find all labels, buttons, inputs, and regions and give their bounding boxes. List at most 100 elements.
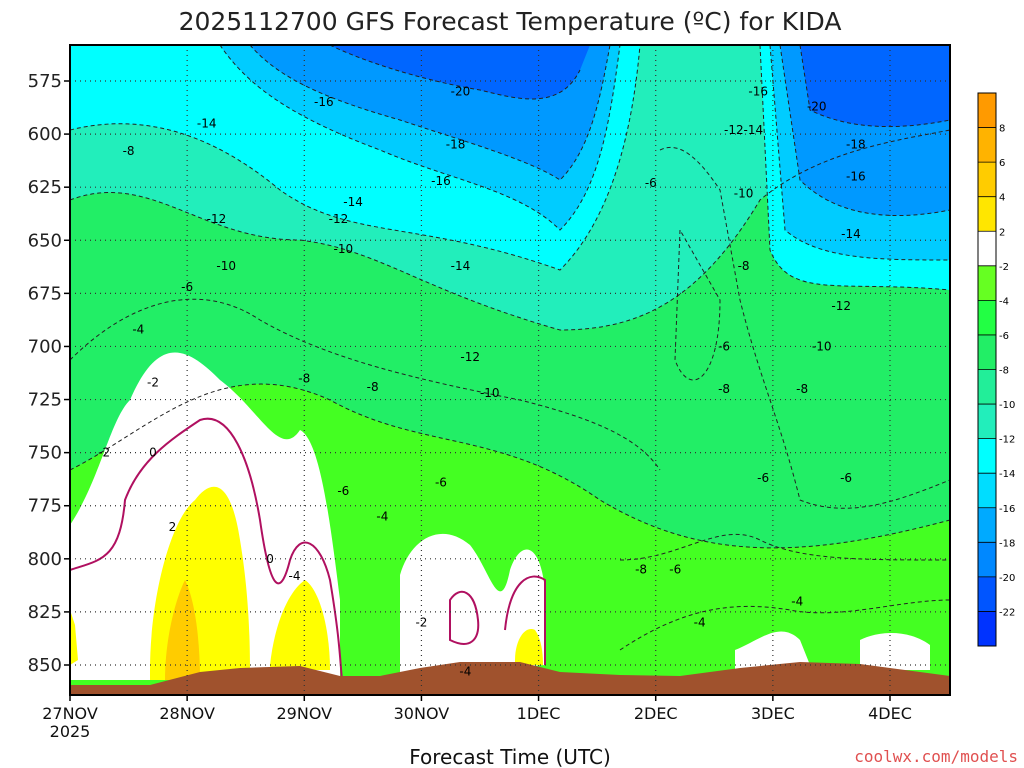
colorbar-tick-label: -16 bbox=[999, 504, 1015, 515]
core-yellow-4 bbox=[70, 610, 78, 665]
contour-label: 0 bbox=[149, 446, 157, 460]
contour-label: -18 bbox=[446, 138, 466, 152]
contour-label: -18 bbox=[846, 138, 866, 152]
chart-title: 2025112700 GFS Forecast Temperature (ºC)… bbox=[179, 7, 842, 36]
dashed-contours bbox=[70, 45, 950, 651]
contour-label: -20 bbox=[451, 85, 471, 99]
terrain bbox=[70, 662, 950, 695]
plot-frame bbox=[69, 44, 951, 696]
y-tick-label: 625 bbox=[28, 177, 62, 198]
contour-label: -14 bbox=[343, 195, 363, 209]
contour-label: -4 bbox=[694, 616, 706, 630]
band-right-darkblue bbox=[800, 45, 950, 127]
plot-area bbox=[70, 45, 950, 695]
contour-label: -14 bbox=[841, 227, 861, 241]
y-tick-label: 750 bbox=[28, 443, 62, 464]
x-tick-label: 1DEC bbox=[517, 704, 561, 723]
area-white-right bbox=[735, 631, 930, 670]
contour-label: -14 bbox=[451, 259, 471, 273]
grid bbox=[69, 45, 950, 695]
contour-label: -10 bbox=[334, 242, 354, 256]
contour-label: -6 bbox=[435, 475, 447, 489]
contour-label: -10 bbox=[734, 187, 754, 201]
contour-label: -4 bbox=[376, 509, 388, 523]
core-yellow-2 bbox=[270, 580, 330, 670]
contour-label: -6 bbox=[337, 484, 349, 498]
contour-label: -4 bbox=[132, 322, 144, 336]
contour-label: -12 bbox=[724, 123, 744, 137]
colorbar-swatch bbox=[978, 473, 996, 508]
x-tick-label: 3DEC bbox=[751, 704, 795, 723]
colorbar-swatch bbox=[978, 369, 996, 405]
colorbar-tick-label: -6 bbox=[999, 331, 1009, 342]
contour-zero bbox=[70, 417, 343, 681]
contour-label: -16 bbox=[314, 95, 334, 109]
x-axis-label: Forecast Time (UTC) bbox=[409, 745, 611, 768]
y-tick-label: 775 bbox=[28, 496, 62, 517]
x-axis-ticks: 27NOV 28NOV 29NOV 30NOV 1DEC 2DEC 3DEC 4DEC bbox=[42, 695, 912, 723]
y-tick-label: 575 bbox=[28, 71, 62, 92]
x-tick-label: 2DEC bbox=[634, 704, 678, 723]
area-white-mid bbox=[400, 533, 545, 675]
colorbar-tick-label: -2 bbox=[999, 262, 1009, 273]
contour-label: 2 bbox=[169, 520, 177, 534]
colorbar-swatch bbox=[978, 611, 996, 646]
y-tick-label: 825 bbox=[28, 602, 62, 623]
contour-label: -6 bbox=[757, 471, 769, 485]
contour-label: -6 bbox=[669, 562, 681, 576]
colorbar-swatch bbox=[978, 507, 996, 543]
colorbar-swatch bbox=[978, 542, 996, 577]
contour-label: -8 bbox=[367, 380, 379, 394]
credit-text: coolwx.com/models bbox=[854, 747, 1018, 766]
contour-label: -8 bbox=[796, 382, 808, 396]
contour-label: -6 bbox=[645, 176, 657, 190]
contour-zero-mid bbox=[449, 575, 546, 665]
contour-label: -4 bbox=[289, 569, 301, 583]
contour-label: -6 bbox=[840, 471, 852, 485]
colorbar-tick-label: -14 bbox=[999, 469, 1015, 480]
colorbar-swatch bbox=[978, 162, 996, 197]
colorbar-swatch bbox=[978, 404, 996, 439]
contour-label: -20 bbox=[807, 99, 827, 113]
contour-label: -8 bbox=[738, 259, 750, 273]
colorbar-swatch bbox=[978, 196, 996, 232]
contour-label: -14 bbox=[744, 123, 764, 137]
contour-label: -12 bbox=[329, 212, 349, 226]
colorbar: 8 6 4 2 -2 -4 -6 -8 -10 -12 -14 -16 -18 -20 -22 bbox=[977, 92, 1015, 647]
contour-label: -8 bbox=[298, 371, 310, 385]
contour-label: -14 bbox=[197, 116, 217, 130]
y-tick-label: 800 bbox=[28, 549, 62, 570]
contour-label: -12 bbox=[831, 299, 851, 313]
colorbar-tick-label: -20 bbox=[999, 573, 1015, 584]
colorbar-tick-label: 6 bbox=[999, 158, 1005, 169]
contour-label: -8 bbox=[718, 382, 730, 396]
contour-label: -6 bbox=[718, 339, 730, 353]
core-orange-1 bbox=[165, 580, 200, 680]
contour-label: -16 bbox=[846, 170, 866, 184]
colorbar-tick-label: 2 bbox=[999, 227, 1005, 238]
colorbar-tick-label: 4 bbox=[999, 193, 1005, 204]
colorbar-tick-label: -4 bbox=[999, 296, 1009, 307]
contour-label: -12 bbox=[460, 350, 480, 364]
colorbar-tick-label: -12 bbox=[999, 435, 1015, 446]
y-tick-label: 700 bbox=[28, 336, 62, 357]
contour-label: 0 bbox=[266, 552, 274, 566]
y-tick-label: 675 bbox=[28, 283, 62, 304]
colorbar-swatch bbox=[978, 93, 996, 128]
contour-label: -16 bbox=[431, 174, 451, 188]
colorbar-tick-label: -18 bbox=[999, 538, 1015, 549]
colorbar-tick-label: -8 bbox=[999, 366, 1009, 377]
y-axis-ticks: 575 600 625 650 675 700 725 750 775 800 825 850 bbox=[28, 71, 70, 676]
contour-label: -2 bbox=[415, 616, 427, 630]
x-tick-label: 30NOV bbox=[394, 704, 450, 723]
colorbar-swatch bbox=[978, 231, 996, 266]
contour-label: -10 bbox=[216, 259, 236, 273]
contour-label: -12 bbox=[207, 212, 227, 226]
x-tick-label: 27NOV bbox=[42, 704, 98, 723]
colorbar-swatch bbox=[978, 265, 996, 301]
colorbar-tick-label: 8 bbox=[999, 124, 1005, 135]
colorbar-tick-label: -10 bbox=[999, 400, 1015, 411]
contour-label: -8 bbox=[635, 562, 647, 576]
x-tick-label: 4DEC bbox=[868, 704, 912, 723]
